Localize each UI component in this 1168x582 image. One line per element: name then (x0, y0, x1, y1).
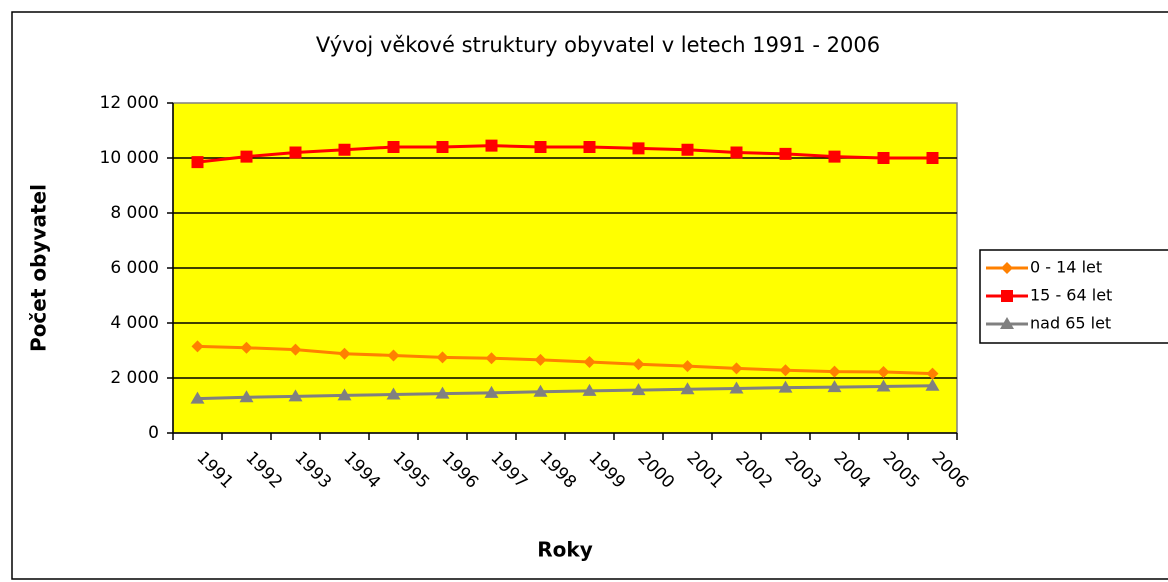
legend-label: 0 - 14 let (1030, 258, 1102, 277)
marker (778, 380, 793, 393)
marker (289, 146, 302, 159)
marker (533, 384, 548, 397)
marker (485, 139, 498, 152)
marker (925, 378, 940, 391)
marker (926, 152, 939, 164)
marker (828, 365, 841, 378)
marker (681, 143, 694, 156)
marker (288, 389, 303, 402)
chart-title: Vývoj věkové struktury obyvatel v letech… (316, 33, 880, 57)
marker (926, 367, 939, 380)
marker (191, 340, 204, 353)
marker (730, 362, 743, 375)
marker (827, 380, 842, 393)
marker (583, 356, 596, 369)
y-tick-label: 0 (148, 423, 159, 443)
marker (730, 146, 743, 159)
y-tick-label: 12 000 (100, 93, 159, 113)
marker (239, 390, 254, 403)
y-axis-title: Počet obyvatel (27, 184, 51, 352)
series-line (197, 144, 933, 164)
marker (534, 141, 547, 153)
marker (435, 386, 450, 399)
marker (779, 364, 792, 377)
series-line (197, 384, 933, 401)
y-tick-label: 6 000 (110, 258, 159, 278)
marker (877, 365, 890, 378)
marker (240, 150, 253, 163)
marker (338, 347, 351, 360)
y-tick-label: 10 000 (100, 148, 159, 168)
marker (632, 142, 645, 155)
marker (534, 353, 547, 366)
marker (338, 143, 351, 156)
marker (632, 358, 645, 371)
y-tick-label: 4 000 (110, 313, 159, 333)
marker (436, 351, 449, 364)
marker (582, 383, 597, 396)
marker (631, 383, 646, 396)
marker (680, 382, 695, 395)
x-axis-title: Roky (537, 538, 592, 562)
marker (779, 147, 792, 160)
marker (1001, 290, 1013, 302)
marker (729, 381, 744, 394)
marker (386, 387, 401, 400)
marker (337, 388, 352, 401)
marker (484, 385, 499, 398)
marker (828, 150, 841, 163)
series-line (197, 344, 933, 376)
y-tick-label: 8 000 (110, 203, 159, 223)
marker (436, 141, 449, 153)
marker (190, 391, 205, 404)
marker (1001, 262, 1013, 274)
marker (877, 152, 890, 164)
marker (387, 141, 400, 153)
y-tick-label: 2 000 (110, 368, 159, 388)
marker (1000, 317, 1014, 329)
marker (240, 341, 253, 354)
marker (387, 349, 400, 362)
marker (681, 360, 694, 373)
marker (876, 379, 891, 392)
marker (583, 141, 596, 153)
marker (191, 156, 204, 169)
marker (485, 352, 498, 365)
legend-label: 15 - 64 let (1030, 286, 1112, 305)
legend-label: nad 65 let (1030, 314, 1111, 333)
marker (289, 343, 302, 356)
